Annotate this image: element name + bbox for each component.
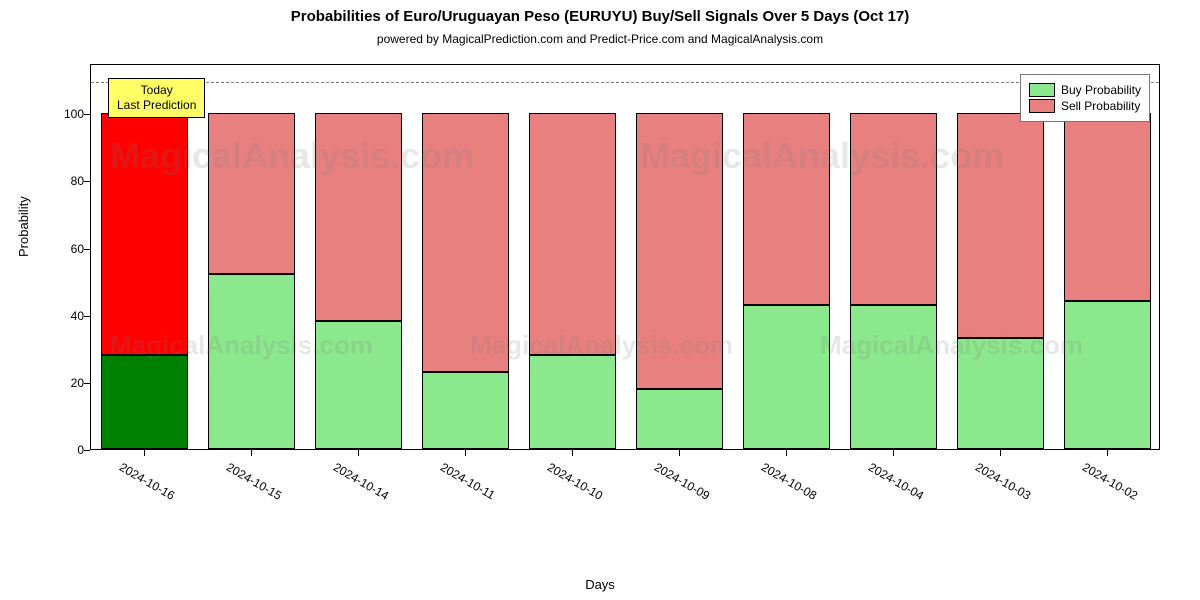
y-tick-label: 40 (50, 309, 84, 323)
y-axis-label: Probability (16, 196, 31, 257)
x-tick-mark (786, 450, 787, 456)
x-tick-label: 2024-10-03 (973, 460, 1033, 503)
legend-swatch-sell (1029, 99, 1055, 113)
gridline-dashed (91, 82, 1159, 83)
y-tick-mark (84, 450, 90, 451)
y-tick-mark (84, 114, 90, 115)
bar-sell (101, 113, 189, 355)
legend: Buy Probability Sell Probability (1020, 74, 1150, 122)
bar-sell (1064, 113, 1152, 301)
today-annotation: Today Last Prediction (108, 78, 205, 118)
bar-group (636, 113, 724, 449)
x-tick-label: 2024-10-04 (866, 460, 926, 503)
bar-buy (315, 321, 403, 449)
bar-sell (422, 113, 510, 371)
bar-sell (208, 113, 296, 274)
x-tick-mark (144, 450, 145, 456)
bars-layer (91, 65, 1159, 449)
y-tick-mark (84, 383, 90, 384)
annotation-line2: Last Prediction (117, 98, 196, 113)
legend-label-sell: Sell Probability (1061, 99, 1140, 113)
x-tick-mark (251, 450, 252, 456)
y-tick-label: 0 (50, 443, 84, 457)
bar-sell (315, 113, 403, 321)
bar-buy (1064, 301, 1152, 449)
x-tick-label: 2024-10-02 (1080, 460, 1140, 503)
y-tick-mark (84, 249, 90, 250)
plot-area (90, 64, 1160, 450)
bar-buy (101, 355, 189, 449)
bar-buy (529, 355, 617, 449)
bar-group (422, 113, 510, 449)
bar-group (208, 113, 296, 449)
x-tick-label: 2024-10-14 (331, 460, 391, 503)
x-tick-mark (572, 450, 573, 456)
chart-title: Probabilities of Euro/Uruguayan Peso (EU… (0, 8, 1200, 25)
bar-sell (743, 113, 831, 304)
x-tick-mark (893, 450, 894, 456)
bar-group (529, 113, 617, 449)
y-tick-label: 100 (50, 107, 84, 121)
y-tick-label: 20 (50, 376, 84, 390)
x-tick-label: 2024-10-10 (545, 460, 605, 503)
bar-buy (850, 305, 938, 449)
bar-group (101, 113, 189, 449)
x-tick-label: 2024-10-16 (117, 460, 177, 503)
bar-sell (850, 113, 938, 304)
bar-group (850, 113, 938, 449)
bar-sell (957, 113, 1045, 338)
x-tick-mark (1000, 450, 1001, 456)
chart-subtitle: powered by MagicalPrediction.com and Pre… (0, 32, 1200, 46)
bar-group (315, 113, 403, 449)
chart-container: Probabilities of Euro/Uruguayan Peso (EU… (0, 0, 1200, 600)
y-tick-label: 60 (50, 242, 84, 256)
y-tick-mark (84, 181, 90, 182)
legend-swatch-buy (1029, 83, 1055, 97)
y-tick-mark (84, 316, 90, 317)
x-tick-label: 2024-10-09 (652, 460, 712, 503)
bar-sell (636, 113, 724, 388)
x-tick-mark (465, 450, 466, 456)
bar-buy (422, 372, 510, 449)
bar-group (957, 113, 1045, 449)
x-tick-label: 2024-10-15 (224, 460, 284, 503)
legend-item-sell: Sell Probability (1029, 99, 1141, 113)
x-tick-mark (1107, 450, 1108, 456)
x-axis-label: Days (0, 577, 1200, 592)
x-tick-mark (358, 450, 359, 456)
x-tick-label: 2024-10-11 (438, 460, 497, 502)
bar-group (1064, 113, 1152, 449)
annotation-line1: Today (117, 83, 196, 98)
legend-item-buy: Buy Probability (1029, 83, 1141, 97)
x-tick-label: 2024-10-08 (759, 460, 819, 503)
x-tick-mark (679, 450, 680, 456)
y-tick-label: 80 (50, 174, 84, 188)
bar-buy (636, 389, 724, 449)
bar-buy (957, 338, 1045, 449)
bar-sell (529, 113, 617, 355)
legend-label-buy: Buy Probability (1061, 83, 1141, 97)
bar-group (743, 113, 831, 449)
bar-buy (743, 305, 831, 449)
bar-buy (208, 274, 296, 449)
